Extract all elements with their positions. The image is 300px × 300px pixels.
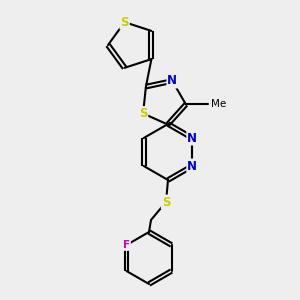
Text: S: S bbox=[162, 196, 170, 208]
Text: S: S bbox=[139, 107, 147, 120]
Text: F: F bbox=[123, 240, 130, 250]
Text: N: N bbox=[167, 74, 177, 88]
Text: N: N bbox=[187, 131, 197, 145]
Text: S: S bbox=[120, 16, 129, 29]
Text: N: N bbox=[187, 160, 197, 172]
Text: Me: Me bbox=[211, 99, 226, 110]
